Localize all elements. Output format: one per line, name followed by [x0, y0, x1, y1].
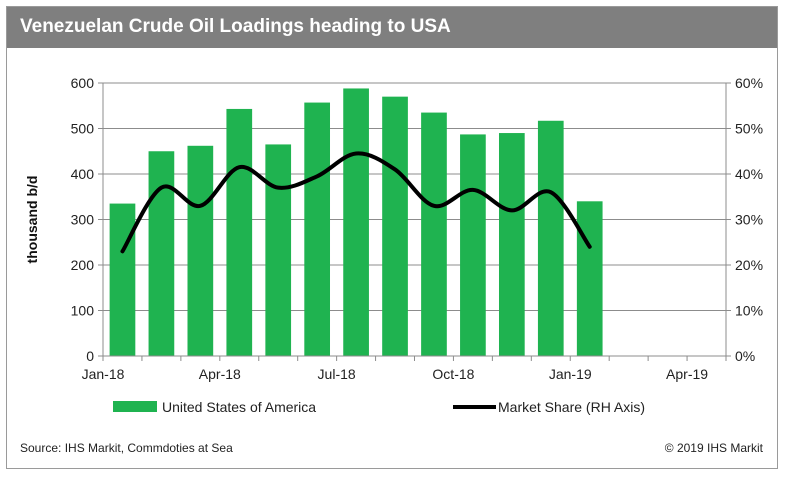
x-tick-label: Oct-18	[432, 366, 474, 382]
copyright-note: © 2019 IHS Markit	[664, 441, 763, 455]
market-share-line	[120, 151, 592, 254]
y2-tick-label: 60%	[735, 75, 763, 91]
x-tick-label: Apr-18	[199, 366, 241, 382]
y2-tick-label: 20%	[735, 257, 763, 273]
y-tick-label: 200	[71, 257, 95, 273]
legend: United States of America Market Share (RH…	[113, 399, 645, 415]
bar-Mar-18	[187, 145, 214, 356]
bar-Dec-18	[537, 120, 564, 356]
bar-Apr-18	[226, 108, 253, 356]
y2-tick-label: 10%	[735, 303, 763, 319]
line-series	[120, 151, 592, 254]
source-note: Source: IHS Markit, Commdoties at Sea	[20, 441, 233, 455]
x-tick-label: Jan-18	[82, 366, 125, 382]
chart-title: Venezuelan Crude Oil Loadings heading to…	[20, 16, 451, 37]
y-tick-label: 300	[71, 212, 95, 228]
y-tick-label: 500	[71, 121, 95, 137]
bar-Jan-18	[109, 203, 136, 356]
chart-svg: 0 100 200 300 400 500 600 0% 10% 20% 30% 40% 50% 60% J…	[24, 75, 763, 415]
bar-Oct-18	[460, 134, 486, 356]
bar-series	[109, 88, 603, 357]
y-tick-label: 400	[71, 166, 95, 182]
title-bar: Venezuelan Crude Oil Loadings heading to…	[7, 7, 777, 48]
bar-May-18	[265, 144, 292, 356]
y2-tick-label: 50%	[735, 121, 763, 137]
bar-Jan-19	[576, 201, 603, 356]
y2-tick-label: 0%	[735, 348, 755, 364]
y2-tick-label: 40%	[735, 166, 763, 182]
x-tick-label: Jan-19	[549, 366, 592, 382]
axes	[98, 82, 731, 361]
y2-tick-label: 30%	[735, 212, 763, 228]
y-tick-label: 0	[86, 348, 94, 364]
bar-Feb-18	[148, 151, 175, 356]
bar-Sep-18	[421, 112, 447, 356]
y-tick-label: 600	[71, 75, 95, 91]
legend-swatch-bar	[113, 401, 157, 412]
y-tick-label: 100	[71, 303, 95, 319]
bar-Jul-18	[343, 88, 369, 357]
bar-Aug-18	[382, 96, 408, 357]
legend-label-line: Market Share (RH Axis)	[498, 399, 645, 415]
tick-labels: 0 100 200 300 400 500 600 0% 10% 20% 30% 40% 50% 60% J…	[71, 75, 763, 382]
y-axis-label: thousand b/d	[24, 176, 40, 264]
x-tick-label: Jul-18	[318, 366, 356, 382]
legend-label-bar: United States of America	[162, 399, 316, 415]
chart-frame: Venezuelan Crude Oil Loadings heading to…	[6, 6, 778, 469]
bar-Jun-18	[304, 102, 331, 356]
x-tick-label: Apr-19	[666, 366, 708, 382]
bar-Nov-18	[498, 133, 525, 356]
